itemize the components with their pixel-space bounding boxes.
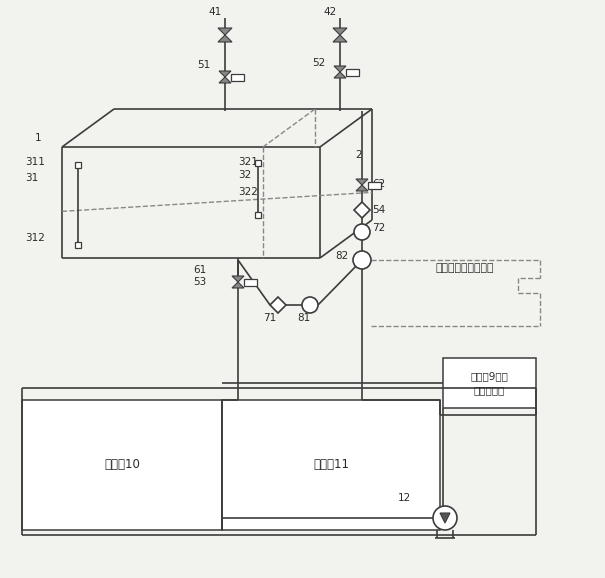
Polygon shape	[440, 513, 450, 523]
Bar	[75, 242, 81, 248]
Polygon shape	[232, 276, 244, 282]
Text: 312: 312	[25, 233, 45, 243]
Text: 81: 81	[297, 313, 310, 323]
Polygon shape	[356, 185, 368, 191]
Circle shape	[302, 297, 318, 313]
Circle shape	[353, 251, 371, 269]
Bar	[75, 162, 81, 168]
Text: 51: 51	[197, 60, 211, 70]
Text: 54: 54	[372, 205, 385, 215]
Text: 2: 2	[355, 150, 362, 160]
Polygon shape	[356, 179, 368, 185]
Bar	[443, 358, 536, 408]
Polygon shape	[354, 202, 370, 218]
Circle shape	[354, 224, 370, 240]
Polygon shape	[333, 28, 347, 35]
Text: 1: 1	[35, 133, 42, 143]
Text: 321: 321	[238, 157, 258, 167]
Polygon shape	[218, 28, 232, 35]
Text: 62: 62	[372, 179, 385, 189]
Bar	[244, 279, 257, 286]
Text: 71: 71	[263, 313, 276, 323]
Text: 41: 41	[208, 7, 221, 17]
Text: 61: 61	[193, 265, 206, 275]
Text: 32: 32	[238, 170, 251, 180]
Text: 31: 31	[25, 173, 38, 183]
Bar	[22, 400, 222, 530]
Text: 53: 53	[193, 277, 206, 287]
Polygon shape	[334, 72, 346, 78]
Polygon shape	[219, 77, 231, 83]
Polygon shape	[333, 35, 347, 42]
Text: 12: 12	[398, 493, 411, 503]
Polygon shape	[218, 35, 232, 42]
Text: 操作台自动控制流量: 操作台自动控制流量	[435, 263, 494, 273]
Bar	[222, 400, 440, 530]
Text: 污液笘11: 污液笘11	[313, 458, 349, 472]
Polygon shape	[334, 66, 346, 72]
Circle shape	[433, 506, 457, 530]
Text: 72: 72	[372, 223, 385, 233]
Polygon shape	[270, 297, 286, 313]
Text: 52: 52	[312, 58, 325, 68]
Polygon shape	[232, 282, 244, 288]
Bar	[368, 182, 381, 189]
Text: 42: 42	[323, 7, 336, 17]
Bar	[231, 74, 244, 81]
Text: 过滤机9（平
床或板式）: 过滤机9（平 床或板式）	[471, 371, 508, 395]
Text: 净液笘10: 净液笘10	[104, 458, 140, 472]
Text: 322: 322	[238, 187, 258, 197]
Text: 311: 311	[25, 157, 45, 167]
Bar	[346, 69, 359, 76]
Polygon shape	[219, 71, 231, 77]
Bar	[255, 160, 261, 166]
Bar	[255, 212, 261, 218]
Text: 82: 82	[335, 251, 348, 261]
